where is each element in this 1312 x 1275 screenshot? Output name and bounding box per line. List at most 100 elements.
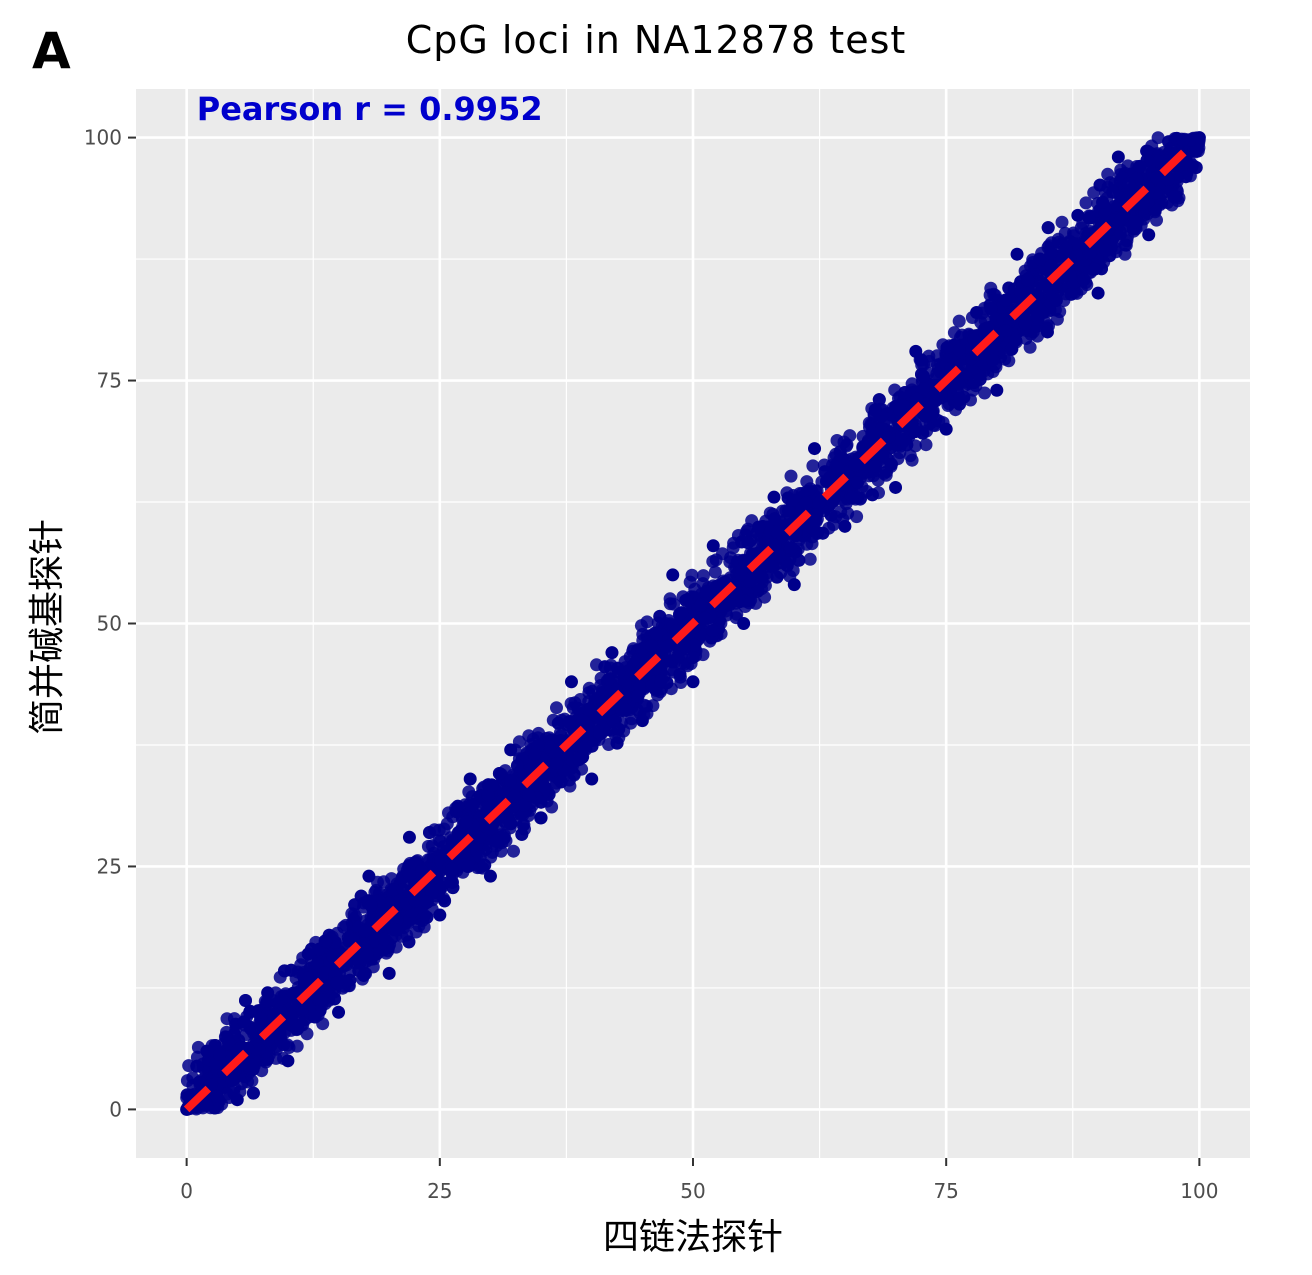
data-point [685, 568, 699, 582]
y-tick-label: 100 [84, 126, 122, 150]
data-point [952, 343, 966, 357]
data-point [900, 438, 914, 452]
data-point [1084, 246, 1097, 260]
data-point [792, 553, 806, 567]
data-point [504, 817, 518, 831]
data-point [884, 457, 898, 471]
data-point [638, 698, 652, 712]
x-tick-label: 25 [427, 1179, 452, 1203]
data-point [916, 369, 930, 383]
data-point [382, 966, 396, 980]
data-point [838, 519, 852, 533]
data-point [836, 451, 850, 465]
data-point [1128, 215, 1142, 229]
data-point [463, 772, 477, 786]
data-point [243, 1004, 257, 1018]
data-point [328, 992, 342, 1006]
data-point [222, 1036, 236, 1050]
data-point [903, 449, 917, 463]
data-point [970, 306, 984, 320]
data-point [1030, 309, 1044, 323]
data-point [602, 672, 616, 686]
data-point [768, 538, 782, 552]
data-point [1021, 273, 1035, 287]
data-point [432, 833, 446, 847]
data-point [332, 1005, 346, 1019]
data-point [438, 894, 452, 908]
data-point [451, 799, 465, 813]
data-point [585, 739, 599, 753]
data-point [1033, 252, 1047, 266]
data-point [650, 627, 663, 641]
data-point [421, 839, 435, 853]
data-point [515, 827, 529, 841]
data-point [538, 780, 552, 794]
data-point [930, 367, 944, 381]
data-point [1106, 185, 1120, 199]
data-point [364, 899, 378, 913]
data-point [200, 1044, 214, 1058]
data-point [485, 779, 499, 792]
data-point [708, 565, 722, 579]
data-point [735, 535, 749, 549]
data-point [261, 986, 275, 1000]
data-point [999, 293, 1012, 307]
data-point [562, 715, 576, 729]
data-point [1142, 228, 1156, 242]
data-point [532, 726, 546, 740]
data-point [673, 667, 687, 681]
data-point [504, 743, 518, 757]
data-point [984, 281, 998, 295]
data-point [1096, 195, 1110, 209]
data-point [1045, 287, 1059, 301]
data-point [631, 689, 645, 703]
data-point [358, 924, 372, 938]
data-point [528, 747, 542, 761]
data-point [872, 393, 886, 407]
data-point [200, 1098, 214, 1112]
data-point [246, 1062, 260, 1076]
data-point [420, 895, 434, 909]
data-point [765, 559, 779, 573]
data-point [326, 949, 339, 963]
data-point [483, 869, 497, 883]
data-point [610, 736, 624, 750]
data-point [1082, 211, 1096, 225]
data-point [986, 353, 1000, 367]
data-point [402, 830, 416, 844]
data-point [818, 465, 832, 479]
data-point [1018, 317, 1032, 331]
data-point [460, 815, 474, 829]
data-point [290, 1022, 304, 1036]
data-point [1009, 333, 1023, 347]
data-point [919, 438, 933, 452]
data-point [918, 409, 932, 423]
data-point [675, 606, 689, 620]
data-point [396, 883, 410, 896]
data-point [737, 617, 751, 630]
data-point [865, 488, 879, 502]
pearson-annotation: Pearson r = 0.9952 [197, 90, 543, 128]
data-point [787, 493, 801, 507]
data-point [503, 774, 517, 788]
data-point [916, 382, 930, 396]
data-point [612, 722, 626, 736]
data-point [180, 1074, 194, 1088]
y-tick-label: 0 [109, 1097, 122, 1121]
data-point [910, 392, 924, 406]
data-point [868, 403, 882, 417]
data-point [1161, 172, 1175, 186]
data-point [706, 539, 720, 553]
panel-letter: A [32, 22, 71, 80]
data-point [677, 640, 691, 654]
reference-line [183, 134, 1203, 1113]
data-point [635, 714, 649, 728]
data-point [492, 767, 506, 780]
data-point [318, 934, 332, 948]
x-tick-label: 100 [1180, 1179, 1218, 1203]
data-point [981, 321, 995, 335]
data-point [1093, 178, 1107, 192]
data-point [390, 923, 403, 937]
data-point [698, 611, 712, 625]
